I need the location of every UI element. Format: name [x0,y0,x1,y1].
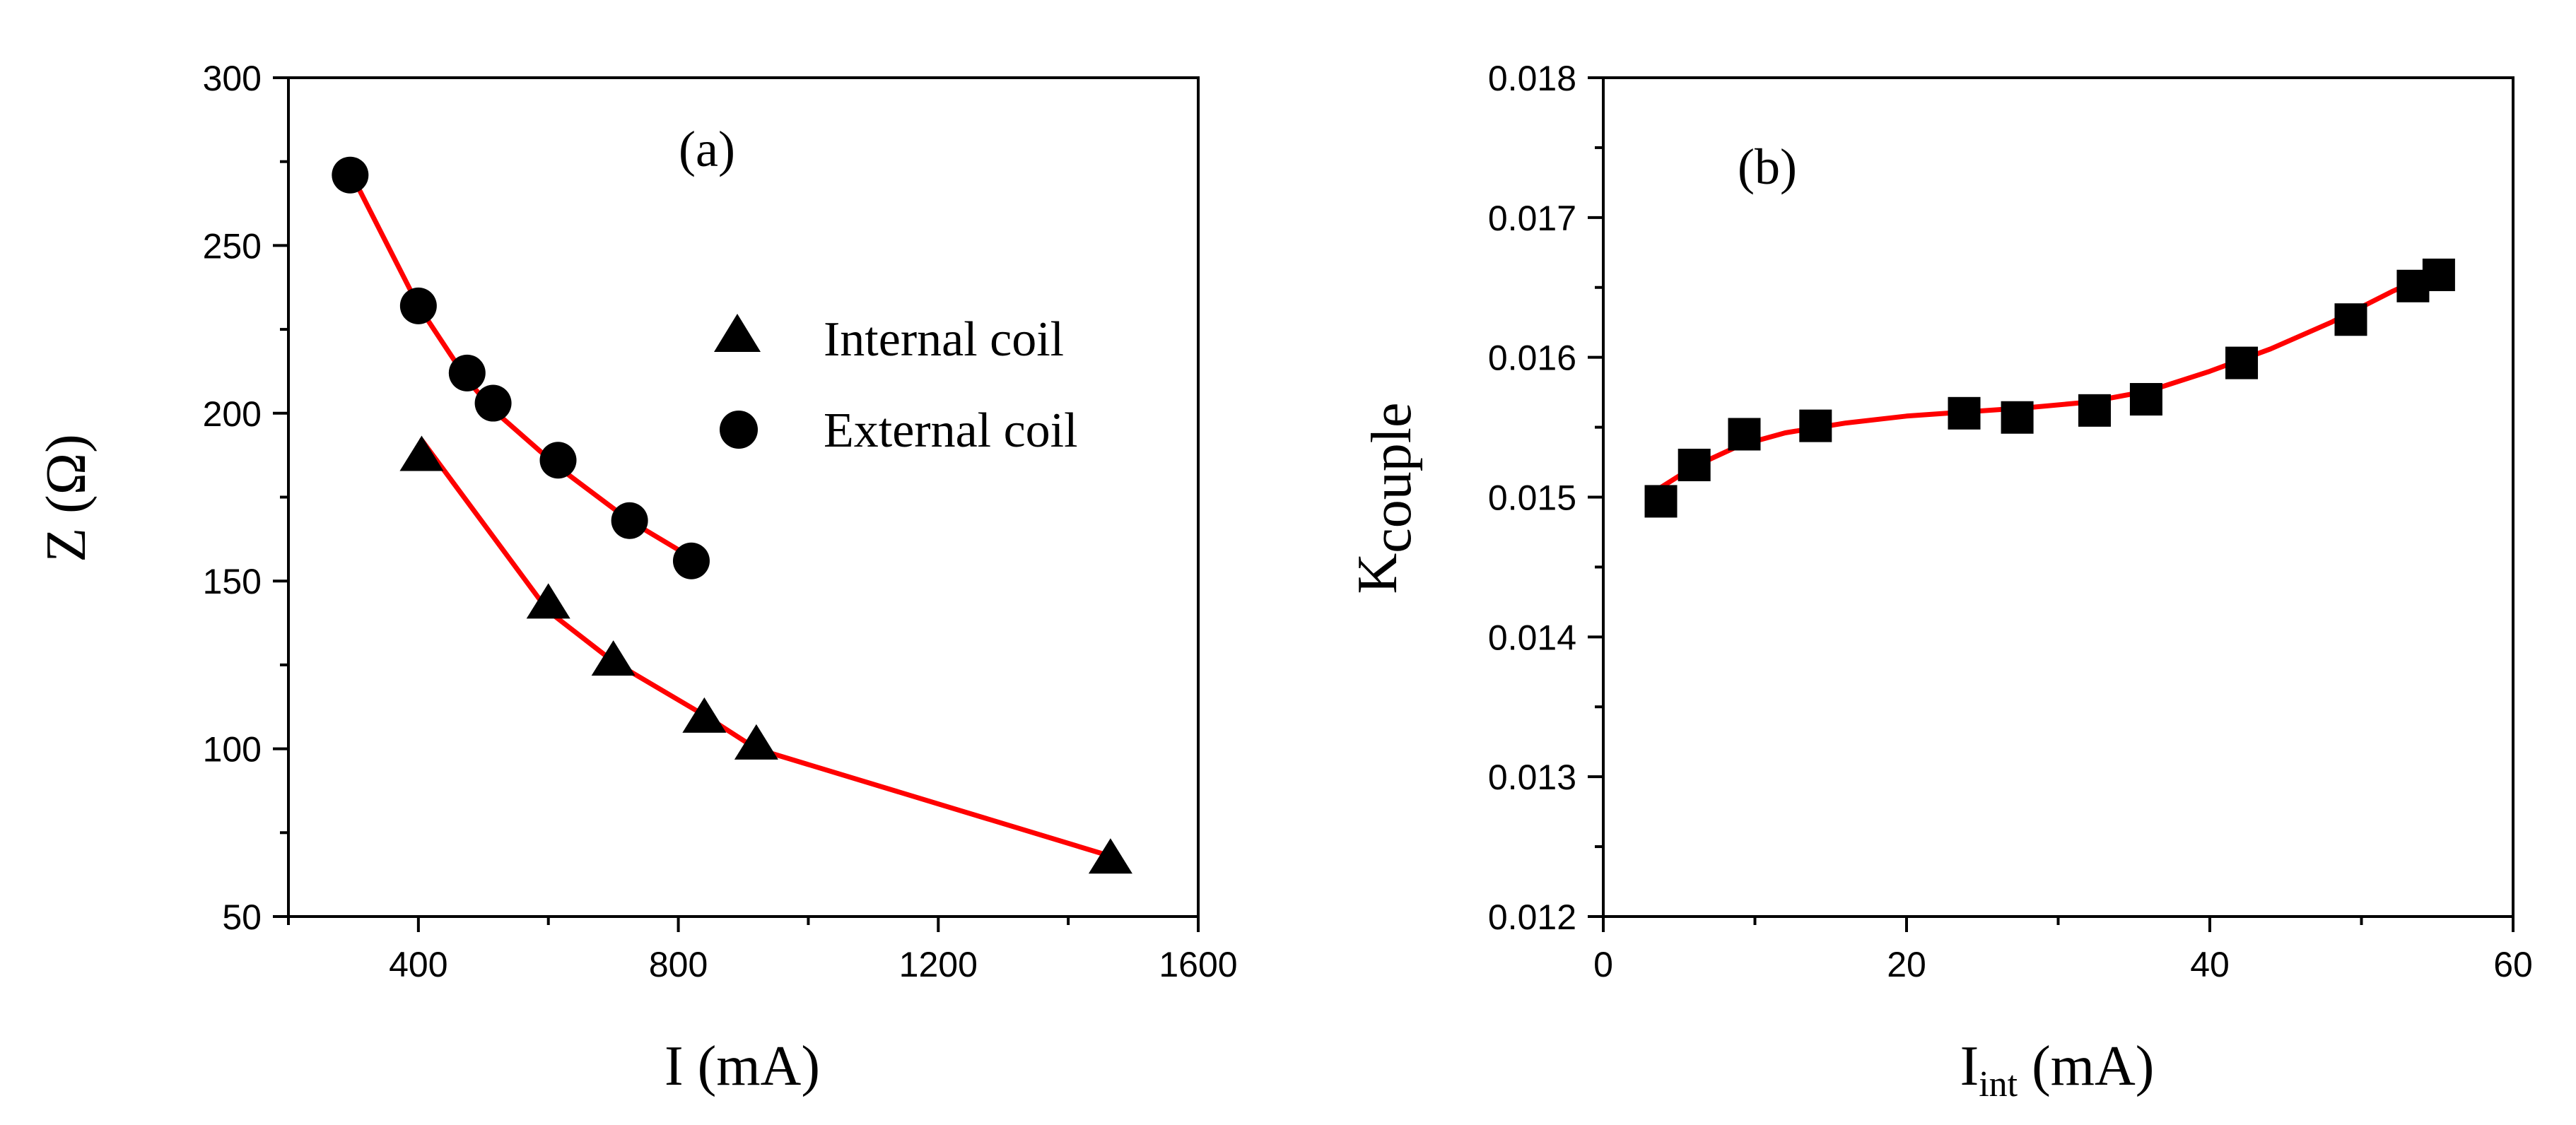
a-x-axis-title: I (mA) [665,1035,820,1097]
b-point-square [1799,409,1832,442]
a-y-tick-label: 50 [222,897,262,937]
a-x-tick-label: 800 [649,945,708,984]
b-plot-frame [1602,76,2514,918]
b-x-axis-title-main: I [1960,1035,1979,1097]
a-data-points [332,156,1132,874]
b-point-square [2078,394,2111,427]
legend-label-external: External coil [824,404,1078,458]
b-point-square [1948,396,1981,430]
a-axis-ticks: 400 800 1200 1600 50 100 150 200 250 300 [203,59,1238,984]
a-point-triangle [734,724,778,760]
b-x-axis-title-unit: (mA) [2018,1035,2154,1097]
a-point-circle [332,156,369,194]
b-y-tick-label: 0.017 [1488,199,1576,238]
b-x-tick-label: 40 [2190,945,2230,984]
b-y-axis-title-main: K [1347,553,1409,594]
a-point-circle [399,287,437,324]
b-fit-line [1658,268,2442,490]
a-point-triangle [591,640,636,676]
a-point-triangle [526,583,570,619]
b-point-square [2422,258,2455,291]
b-y-tick-label: 0.015 [1488,478,1576,518]
a-point-triangle [1088,838,1132,874]
b-data-points [1644,258,2455,518]
a-y-tick-label: 250 [203,226,262,266]
panel-a: 400 800 1200 1600 50 100 150 200 250 300 (a) Inte… [35,59,1238,1097]
b-y-tick-label: 0.012 [1488,897,1576,937]
a-plot-frame [287,76,1200,918]
b-fit-line [1658,268,2442,490]
a-point-circle [611,502,648,539]
a-point-circle [448,354,486,391]
b-point-square [2225,346,2259,379]
a-y-tick-label: 100 [203,730,262,770]
a-x-tick-label: 1600 [1159,945,1237,984]
b-y-axis-title-sub: couple [1361,402,1423,553]
a-x-tick-label: 1200 [899,945,978,984]
legend-circle-icon [720,411,758,449]
a-y-tick-label: 200 [203,394,262,434]
legend-label-internal: Internal coil [824,312,1064,367]
a-fit-line-circle [347,169,694,560]
b-y-tick-label: 0.016 [1488,338,1576,378]
panel-b: 0 20 40 60 0.012 0.013 0.014 0.015 0.016 0.017 0.0… [1347,59,2533,1105]
b-x-tick-label: 60 [2493,945,2533,984]
b-axis-ticks: 0 20 40 60 0.012 0.013 0.014 0.015 0.016 0.017 0.0… [1488,59,2533,984]
b-point-square [2129,383,2162,416]
a-point-circle [474,384,512,422]
b-y-tick-label: 0.014 [1488,618,1576,657]
a-panel-label: (a) [679,121,735,177]
a-point-circle [539,442,577,479]
a-point-triangle [682,697,727,733]
b-x-axis-title-sub: int [1979,1064,2018,1105]
b-y-tick-label: 0.018 [1488,59,1576,98]
a-y-tick-label: 300 [203,59,262,98]
a-point-circle [672,542,710,579]
b-point-square [1728,418,1761,451]
a-fit-line-triangle [419,437,1113,859]
b-x-axis-title: Iint (mA) [1960,1035,2155,1105]
a-legend: Internal coil External coil [714,312,1078,458]
a-x-tick-label: 400 [389,945,447,984]
legend-triangle-icon [714,314,761,352]
b-y-axis-title: Kcouple [1347,402,1423,594]
b-y-tick-label: 0.013 [1488,758,1576,797]
b-panel-label: (b) [1738,139,1797,195]
b-point-square [2334,303,2367,336]
a-y-tick-label: 150 [203,562,262,601]
a-fit-lines [347,169,1113,859]
a-y-axis-title: Z (Ω) [35,434,98,562]
b-point-square [2001,401,2034,434]
b-x-tick-label: 20 [1887,945,1926,984]
b-point-square [1678,448,1711,481]
b-x-tick-label: 0 [1593,945,1613,984]
b-point-square [1644,485,1678,518]
a-point-triangle [399,435,444,471]
